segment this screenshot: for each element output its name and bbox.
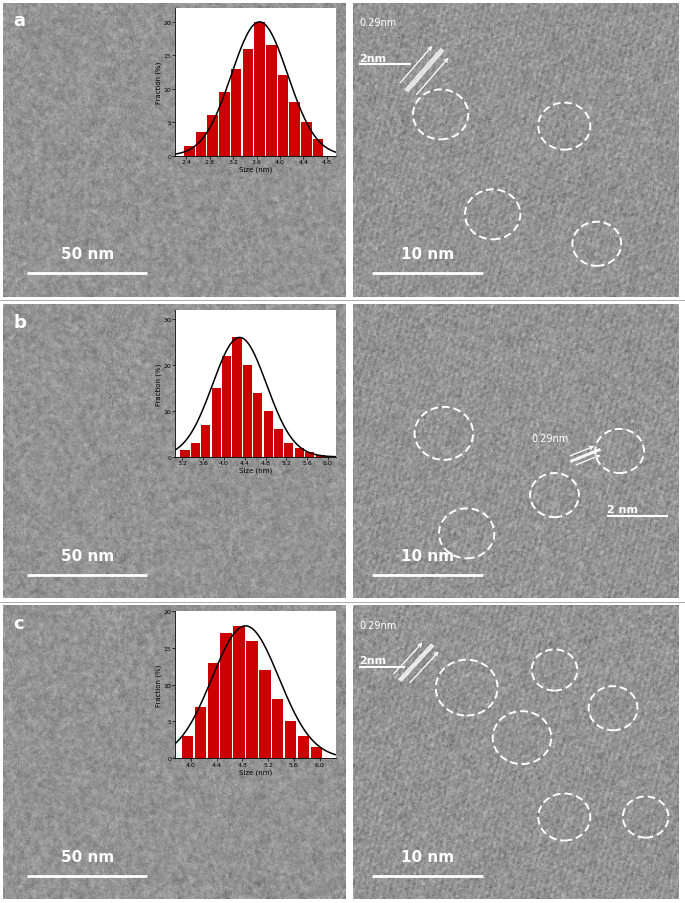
Text: 10 nm: 10 nm (401, 849, 454, 864)
Text: 2nm: 2nm (359, 656, 386, 666)
Text: 10 nm: 10 nm (401, 247, 454, 262)
Text: 0.29nm: 0.29nm (359, 620, 397, 630)
Text: 2nm: 2nm (359, 53, 386, 63)
Text: a: a (14, 13, 26, 31)
Text: b: b (14, 313, 27, 331)
Text: 50 nm: 50 nm (61, 247, 114, 262)
Text: 0.29nm: 0.29nm (532, 433, 569, 444)
Text: 10 nm: 10 nm (401, 548, 454, 563)
Text: c: c (14, 614, 25, 632)
Text: 2 nm: 2 nm (607, 505, 638, 515)
Text: 50 nm: 50 nm (61, 849, 114, 864)
Text: 0.29nm: 0.29nm (359, 18, 397, 28)
Text: 50 nm: 50 nm (61, 548, 114, 563)
